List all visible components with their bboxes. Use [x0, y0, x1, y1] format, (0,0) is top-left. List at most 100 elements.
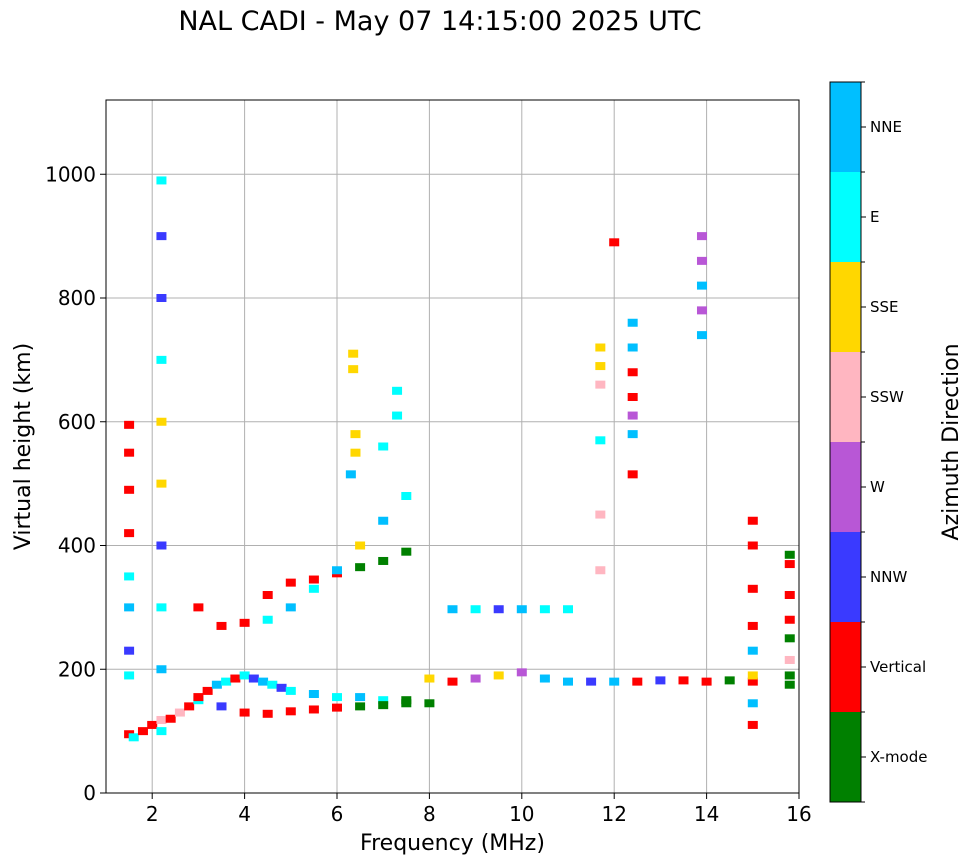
data-point	[355, 693, 366, 702]
data-point	[696, 281, 707, 290]
data-point	[784, 680, 795, 689]
data-point	[655, 676, 666, 685]
data-point	[595, 343, 606, 352]
data-point	[355, 702, 366, 711]
data-point	[348, 349, 359, 358]
data-point	[156, 479, 167, 488]
data-point	[285, 603, 296, 612]
data-point	[493, 671, 504, 680]
data-point	[696, 306, 707, 315]
data-point	[724, 676, 735, 685]
data-point	[747, 516, 758, 525]
colorbar-segment	[830, 532, 861, 622]
colorbar-tick-label: E	[870, 208, 879, 226]
x-axis-label: Frequency (MHz)	[360, 831, 545, 856]
data-point	[784, 560, 795, 569]
y-tick-label: 0	[83, 781, 96, 805]
y-tick-label: 800	[58, 286, 96, 310]
data-point	[262, 591, 273, 599]
data-point	[193, 603, 204, 612]
data-point	[747, 699, 758, 708]
data-point	[378, 442, 389, 451]
data-point	[784, 671, 795, 680]
data-point	[156, 541, 167, 550]
data-point	[424, 699, 435, 708]
data-point	[124, 671, 135, 680]
colorbar-segment	[830, 82, 861, 172]
colorbar-segment	[830, 442, 861, 532]
data-point	[609, 677, 620, 686]
data-point	[239, 708, 250, 717]
colorbar-tick-label: NNW	[870, 568, 907, 586]
data-point	[332, 566, 342, 575]
data-point	[156, 294, 167, 302]
data-point	[595, 566, 606, 575]
data-point	[332, 703, 342, 712]
data-point	[258, 677, 269, 686]
data-point	[285, 686, 296, 695]
data-point	[424, 674, 435, 683]
y-tick-label: 200	[58, 657, 96, 681]
colorbar-tick-label: SSW	[870, 388, 904, 406]
data-point	[493, 605, 504, 614]
data-point	[401, 492, 412, 500]
y-axis-label: Virtual height (km)	[11, 343, 36, 550]
data-point	[156, 176, 167, 185]
data-point	[239, 671, 250, 680]
data-point	[392, 386, 403, 395]
data-point	[747, 621, 758, 630]
colorbar-frame	[829, 81, 862, 803]
colorbar-label: Azimuth Direction	[939, 343, 964, 540]
data-point	[262, 615, 273, 624]
data-point	[156, 715, 167, 724]
data-point	[401, 547, 412, 556]
data-point	[156, 603, 167, 612]
x-tick-label: 12	[601, 802, 626, 826]
colorbar-tick-label: Vertical	[870, 658, 926, 676]
data-point	[345, 470, 356, 479]
data-point	[124, 485, 135, 494]
data-point	[595, 436, 606, 445]
data-point	[124, 529, 135, 538]
colorbar-tick-label: SSE	[870, 298, 899, 316]
data-point	[470, 605, 481, 614]
data-point	[747, 584, 758, 593]
data-point	[747, 646, 758, 655]
data-point	[563, 677, 573, 686]
data-point	[378, 556, 389, 565]
y-tick-label: 400	[58, 534, 96, 558]
data-point	[348, 365, 359, 374]
data-point	[332, 693, 342, 702]
data-point	[350, 448, 361, 457]
x-tick-label: 6	[331, 802, 344, 826]
data-point	[627, 411, 638, 420]
data-point	[784, 550, 795, 559]
data-point	[516, 668, 527, 677]
data-point	[470, 674, 481, 683]
data-point	[378, 701, 389, 710]
data-point	[184, 702, 195, 711]
data-point	[747, 720, 758, 729]
data-point	[308, 584, 319, 593]
x-tick-label: 2	[146, 802, 159, 826]
data-point	[124, 646, 135, 655]
data-point	[156, 417, 167, 426]
data-point	[784, 615, 795, 624]
data-point	[586, 677, 597, 686]
data-point	[174, 708, 185, 717]
data-point	[701, 677, 712, 686]
data-point	[392, 411, 403, 420]
chart-title: NAL CADI - May 07 14:15:00 2025 UTC	[178, 6, 702, 37]
data-point	[216, 702, 227, 711]
data-point	[627, 368, 638, 377]
data-point	[202, 686, 213, 695]
data-point	[285, 707, 296, 716]
colorbar-segment	[830, 622, 861, 712]
data-point	[147, 720, 158, 729]
y-tick-label: 600	[58, 410, 96, 434]
data-point	[156, 665, 167, 674]
data-point	[276, 683, 287, 692]
data-point	[696, 232, 707, 241]
data-point	[350, 430, 361, 439]
